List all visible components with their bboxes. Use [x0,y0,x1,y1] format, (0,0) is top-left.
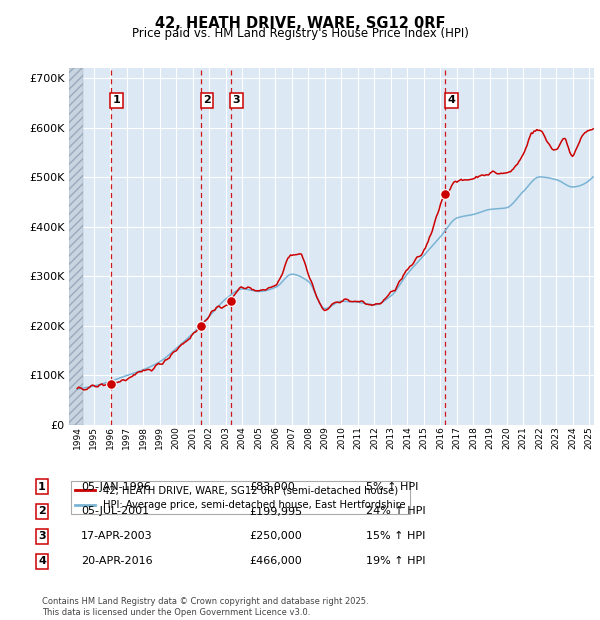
Text: £199,995: £199,995 [249,507,302,516]
Text: 3: 3 [233,95,240,105]
Text: £250,000: £250,000 [249,531,302,541]
Text: 05-JAN-1996: 05-JAN-1996 [81,482,151,492]
Text: 5% ↑ HPI: 5% ↑ HPI [366,482,418,492]
Text: 3: 3 [38,531,46,541]
Text: 24% ↑ HPI: 24% ↑ HPI [366,507,425,516]
Text: 20-APR-2016: 20-APR-2016 [81,556,152,566]
Text: Contains HM Land Registry data © Crown copyright and database right 2025.
This d: Contains HM Land Registry data © Crown c… [42,598,368,617]
Text: 19% ↑ HPI: 19% ↑ HPI [366,556,425,566]
Legend: 42, HEATH DRIVE, WARE, SG12 0RF (semi-detached house), HPI: Average price, semi-: 42, HEATH DRIVE, WARE, SG12 0RF (semi-de… [71,481,410,515]
Text: Price paid vs. HM Land Registry's House Price Index (HPI): Price paid vs. HM Land Registry's House … [131,27,469,40]
Bar [69,68,83,425]
Text: 4: 4 [38,556,46,566]
Text: 15% ↑ HPI: 15% ↑ HPI [366,531,425,541]
Text: £466,000: £466,000 [249,556,302,566]
Text: 4: 4 [447,95,455,105]
Text: 42, HEATH DRIVE, WARE, SG12 0RF: 42, HEATH DRIVE, WARE, SG12 0RF [155,16,445,30]
Text: 2: 2 [38,507,46,516]
Text: 05-JUL-2001: 05-JUL-2001 [81,507,149,516]
Text: 1: 1 [38,482,46,492]
Text: 17-APR-2003: 17-APR-2003 [81,531,152,541]
Text: 2: 2 [203,95,211,105]
Text: £83,000: £83,000 [249,482,295,492]
Text: 1: 1 [113,95,121,105]
